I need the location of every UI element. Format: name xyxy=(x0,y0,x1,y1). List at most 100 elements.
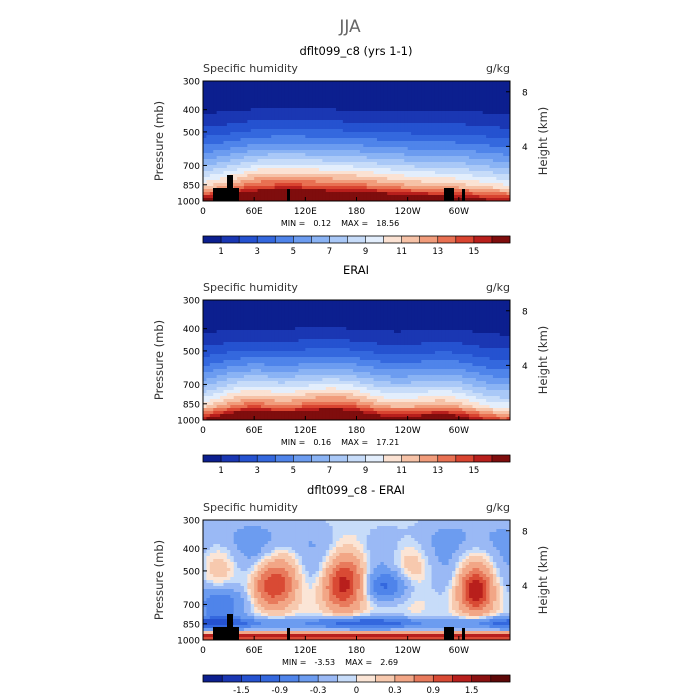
field-cell xyxy=(339,84,344,88)
field-cell xyxy=(394,147,398,151)
field-cell xyxy=(312,117,317,121)
field-cell xyxy=(496,111,501,115)
field-cell xyxy=(339,111,344,115)
field-cell xyxy=(387,177,392,181)
field-cell xyxy=(329,198,334,202)
field-cell xyxy=(329,102,334,106)
field-cell xyxy=(465,327,470,331)
field-cell xyxy=(223,321,228,325)
field-cell xyxy=(267,105,272,109)
field-cell xyxy=(278,327,282,331)
field-cell xyxy=(295,300,300,304)
field-cell xyxy=(278,111,282,115)
field-cell xyxy=(237,168,242,172)
field-cell xyxy=(325,99,330,103)
field-cell xyxy=(370,339,375,343)
field-cell xyxy=(407,300,412,304)
field-cell xyxy=(243,126,248,130)
field-cell xyxy=(336,300,340,304)
field-cell xyxy=(397,150,402,154)
field-cell xyxy=(452,138,456,142)
field-cell xyxy=(441,96,446,100)
field-cell xyxy=(216,159,221,163)
field-cell xyxy=(421,330,426,334)
field-cell xyxy=(226,321,231,325)
field-cell xyxy=(226,168,231,172)
field-cell xyxy=(452,309,456,313)
field-cell xyxy=(288,141,293,145)
field-cell xyxy=(496,306,501,310)
field-cell xyxy=(431,129,436,133)
field-cell xyxy=(257,321,262,325)
field-cell xyxy=(267,300,272,304)
field-cell xyxy=(312,135,317,139)
field-cell xyxy=(356,315,361,319)
field-cell xyxy=(496,180,501,184)
field-cell xyxy=(250,186,255,190)
field-cell xyxy=(308,327,313,331)
field-cell xyxy=(496,171,501,175)
field-cell xyxy=(284,336,289,340)
field-cell xyxy=(441,162,446,166)
field-cell xyxy=(445,105,450,109)
field-cell xyxy=(288,90,293,94)
field-cell xyxy=(370,180,375,184)
field-cell xyxy=(247,132,252,136)
field-cell xyxy=(465,123,470,127)
field-cell xyxy=(472,186,477,190)
field-cell xyxy=(400,312,405,316)
field-cell xyxy=(489,171,494,175)
field-cell xyxy=(278,180,282,184)
field-cell xyxy=(400,153,405,157)
field-cell xyxy=(356,171,361,175)
field-cell xyxy=(390,336,395,340)
field-cell xyxy=(411,129,415,133)
field-cell xyxy=(260,183,265,187)
field-cell xyxy=(342,186,347,190)
field-cell xyxy=(363,141,368,145)
field-cell xyxy=(213,81,218,85)
field-cell xyxy=(288,180,293,184)
field-cell xyxy=(336,129,340,133)
field-cell xyxy=(240,132,245,136)
field-cell xyxy=(226,84,231,88)
field-cell xyxy=(281,195,286,199)
field-cell xyxy=(240,171,245,175)
field-cell xyxy=(356,93,361,97)
field-cell xyxy=(424,168,429,172)
field-cell xyxy=(254,102,259,106)
field-cell xyxy=(482,96,487,100)
field-cell xyxy=(417,96,422,100)
field-cell xyxy=(216,333,221,337)
field-cell xyxy=(353,150,357,154)
field-cell xyxy=(257,138,262,142)
field-cell xyxy=(349,300,354,304)
field-cell xyxy=(428,177,433,181)
field-cell xyxy=(390,108,395,112)
field-cell xyxy=(370,87,375,91)
field-cell xyxy=(458,180,463,184)
field-cell xyxy=(366,159,371,163)
field-cell xyxy=(356,165,361,169)
field-cell xyxy=(346,93,351,97)
field-cell xyxy=(404,180,409,184)
field-cell xyxy=(394,186,398,190)
field-cell xyxy=(336,309,340,313)
field-cell xyxy=(271,93,276,97)
field-cell xyxy=(329,180,334,184)
field-cell xyxy=(325,342,330,346)
field-cell xyxy=(489,183,494,187)
field-cell xyxy=(322,120,327,124)
field-cell xyxy=(250,141,255,145)
field-cell xyxy=(247,306,252,310)
field-cell xyxy=(243,120,248,124)
field-cell xyxy=(400,162,405,166)
field-cell xyxy=(421,141,426,145)
field-cell xyxy=(267,180,272,184)
field-cell xyxy=(376,312,381,316)
field-cell xyxy=(322,144,327,148)
field-cell xyxy=(325,189,330,193)
field-cell xyxy=(346,96,351,100)
field-cell xyxy=(414,135,419,139)
field-cell xyxy=(469,330,473,334)
